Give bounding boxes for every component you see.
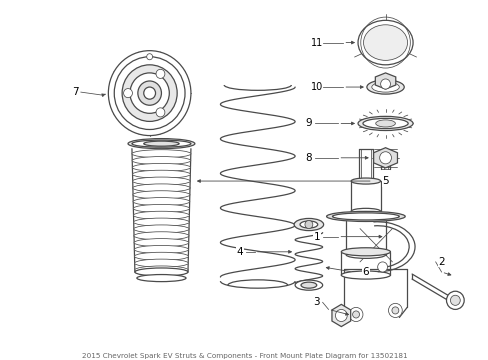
Ellipse shape: [133, 211, 189, 219]
Polygon shape: [331, 304, 350, 327]
Text: 4: 4: [236, 247, 243, 257]
Circle shape: [108, 51, 190, 136]
Circle shape: [377, 262, 386, 272]
Ellipse shape: [133, 218, 189, 226]
Text: 1: 1: [313, 231, 320, 242]
Circle shape: [156, 69, 164, 78]
Circle shape: [130, 73, 169, 113]
Text: 2015 Chevrolet Spark EV Struts & Components - Front Mount Plate Diagram for 1350: 2015 Chevrolet Spark EV Struts & Compone…: [81, 353, 407, 359]
Ellipse shape: [132, 157, 190, 165]
Ellipse shape: [295, 280, 322, 290]
Text: 11: 11: [310, 37, 322, 48]
Ellipse shape: [363, 25, 407, 60]
Text: 10: 10: [310, 82, 322, 92]
Ellipse shape: [134, 259, 188, 267]
Ellipse shape: [133, 191, 189, 199]
Polygon shape: [375, 73, 395, 89]
Circle shape: [335, 309, 346, 321]
Ellipse shape: [341, 248, 390, 256]
Ellipse shape: [132, 163, 190, 171]
Text: 8: 8: [305, 153, 311, 163]
Ellipse shape: [294, 219, 323, 230]
Ellipse shape: [134, 225, 189, 233]
Text: 9: 9: [305, 118, 311, 129]
Circle shape: [305, 220, 312, 229]
Circle shape: [387, 303, 402, 318]
Ellipse shape: [133, 184, 190, 192]
Ellipse shape: [300, 221, 317, 228]
Text: 6: 6: [362, 267, 368, 277]
Circle shape: [446, 291, 463, 309]
Text: 7: 7: [71, 87, 78, 97]
Polygon shape: [373, 148, 397, 168]
Text: 5: 5: [382, 176, 388, 186]
Circle shape: [146, 54, 152, 60]
Ellipse shape: [134, 232, 188, 240]
Ellipse shape: [375, 120, 395, 127]
Circle shape: [138, 81, 161, 105]
Ellipse shape: [134, 239, 188, 247]
Circle shape: [122, 65, 177, 121]
Circle shape: [352, 311, 359, 318]
Ellipse shape: [134, 246, 188, 253]
Ellipse shape: [371, 82, 399, 92]
Ellipse shape: [135, 266, 188, 274]
Ellipse shape: [301, 282, 316, 288]
Ellipse shape: [143, 141, 179, 146]
Circle shape: [123, 89, 132, 98]
Ellipse shape: [132, 140, 190, 147]
Ellipse shape: [357, 20, 412, 65]
Ellipse shape: [132, 170, 190, 178]
Circle shape: [156, 108, 164, 117]
Ellipse shape: [362, 118, 407, 129]
Ellipse shape: [350, 208, 380, 215]
Ellipse shape: [366, 80, 404, 94]
Ellipse shape: [326, 211, 405, 221]
Ellipse shape: [135, 268, 187, 276]
Ellipse shape: [332, 213, 399, 220]
Circle shape: [348, 307, 362, 321]
Circle shape: [114, 57, 184, 130]
Ellipse shape: [132, 177, 190, 185]
Ellipse shape: [350, 178, 380, 184]
Circle shape: [449, 295, 459, 305]
Ellipse shape: [132, 150, 190, 158]
Ellipse shape: [341, 271, 390, 279]
Ellipse shape: [137, 275, 185, 282]
Text: 3: 3: [313, 297, 320, 307]
Circle shape: [143, 87, 155, 99]
Ellipse shape: [133, 204, 189, 212]
Ellipse shape: [133, 198, 189, 206]
Text: 2: 2: [437, 257, 444, 267]
Circle shape: [379, 152, 391, 164]
Circle shape: [380, 79, 390, 89]
Ellipse shape: [128, 139, 194, 149]
Ellipse shape: [134, 252, 188, 260]
Circle shape: [391, 307, 398, 314]
Ellipse shape: [346, 251, 385, 258]
Ellipse shape: [357, 116, 412, 131]
